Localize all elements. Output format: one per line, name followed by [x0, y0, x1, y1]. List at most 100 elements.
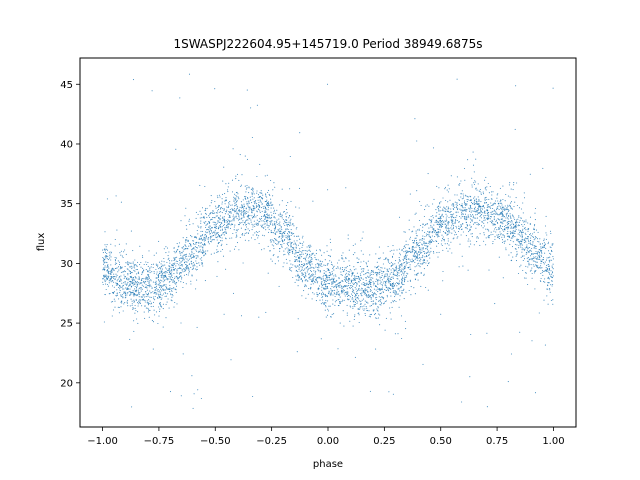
- data-point: [311, 298, 313, 300]
- data-point: [430, 222, 432, 224]
- data-point: [376, 261, 378, 263]
- data-point: [465, 209, 467, 211]
- data-point: [456, 194, 458, 196]
- data-point: [423, 261, 425, 263]
- data-point: [114, 278, 116, 280]
- data-point: [407, 244, 409, 246]
- data-point: [214, 227, 216, 229]
- data-point: [142, 295, 144, 297]
- data-point: [179, 252, 181, 254]
- data-point: [191, 249, 193, 251]
- data-point: [195, 246, 198, 249]
- data-point: [540, 262, 542, 264]
- data-point: [283, 235, 285, 237]
- data-point: [304, 257, 306, 260]
- data-point: [415, 237, 417, 239]
- data-point: [300, 266, 302, 268]
- data-point: [345, 257, 347, 259]
- data-point: [338, 305, 340, 307]
- data-point: [121, 302, 123, 304]
- data-point: [306, 271, 308, 273]
- data-point: [285, 216, 287, 218]
- data-point: [177, 278, 179, 280]
- data-point: [404, 268, 406, 270]
- data-point: [221, 237, 223, 239]
- data-point: [523, 277, 526, 279]
- data-point: [406, 262, 408, 264]
- data-point: [515, 260, 518, 262]
- data-point: [432, 147, 435, 149]
- data-point: [531, 277, 533, 279]
- data-point: [525, 229, 527, 231]
- data-point: [301, 272, 303, 274]
- data-point: [398, 257, 400, 259]
- data-point: [403, 251, 405, 253]
- data-point: [510, 223, 512, 226]
- data-point: [207, 241, 209, 243]
- data-point: [325, 306, 327, 308]
- data-point: [210, 229, 212, 232]
- data-point: [388, 287, 390, 289]
- data-point: [210, 212, 212, 214]
- data-point: [326, 264, 328, 266]
- data-point: [107, 278, 109, 280]
- data-point: [133, 308, 135, 310]
- data-point: [485, 176, 487, 178]
- data-point: [449, 199, 451, 201]
- data-point: [323, 302, 325, 304]
- data-point: [321, 286, 323, 288]
- data-point: [264, 226, 266, 228]
- data-point: [374, 297, 377, 299]
- data-point: [299, 132, 301, 134]
- data-point: [174, 277, 176, 280]
- data-point: [265, 211, 267, 214]
- data-point: [118, 286, 120, 289]
- data-point: [300, 278, 302, 280]
- data-point: [343, 279, 345, 281]
- data-point: [361, 306, 363, 308]
- data-point: [525, 237, 527, 239]
- data-point: [404, 265, 406, 267]
- data-point: [258, 201, 260, 204]
- data-point: [308, 288, 310, 290]
- data-point: [396, 285, 398, 287]
- data-point: [345, 276, 347, 278]
- data-point: [346, 291, 348, 293]
- data-point: [235, 199, 237, 201]
- data-point: [131, 278, 133, 280]
- data-point: [518, 240, 520, 243]
- data-point: [132, 294, 134, 296]
- data-point: [342, 280, 344, 283]
- data-point: [161, 290, 163, 292]
- data-point: [515, 255, 517, 257]
- data-point: [147, 271, 149, 273]
- data-point: [310, 245, 312, 247]
- data-point: [188, 220, 190, 222]
- data-point: [461, 255, 463, 257]
- data-point: [198, 250, 200, 252]
- data-point: [345, 293, 347, 296]
- data-point: [121, 282, 123, 284]
- data-point: [540, 250, 542, 252]
- data-point: [538, 255, 540, 257]
- data-point: [326, 279, 329, 282]
- data-point: [286, 232, 289, 234]
- data-point: [120, 275, 122, 277]
- data-point: [423, 242, 425, 244]
- data-point: [517, 225, 519, 227]
- data-point: [188, 245, 190, 247]
- data-point: [434, 229, 437, 232]
- data-point: [153, 292, 155, 295]
- data-point: [445, 219, 447, 221]
- data-point: [269, 223, 271, 225]
- data-point: [526, 247, 528, 249]
- data-point: [484, 212, 486, 214]
- data-point: [404, 270, 406, 272]
- data-point: [359, 279, 362, 281]
- data-point: [233, 208, 236, 210]
- data-point: [342, 299, 344, 301]
- data-point: [220, 226, 222, 228]
- data-point: [396, 249, 398, 251]
- data-point: [507, 205, 509, 208]
- data-point: [226, 226, 228, 228]
